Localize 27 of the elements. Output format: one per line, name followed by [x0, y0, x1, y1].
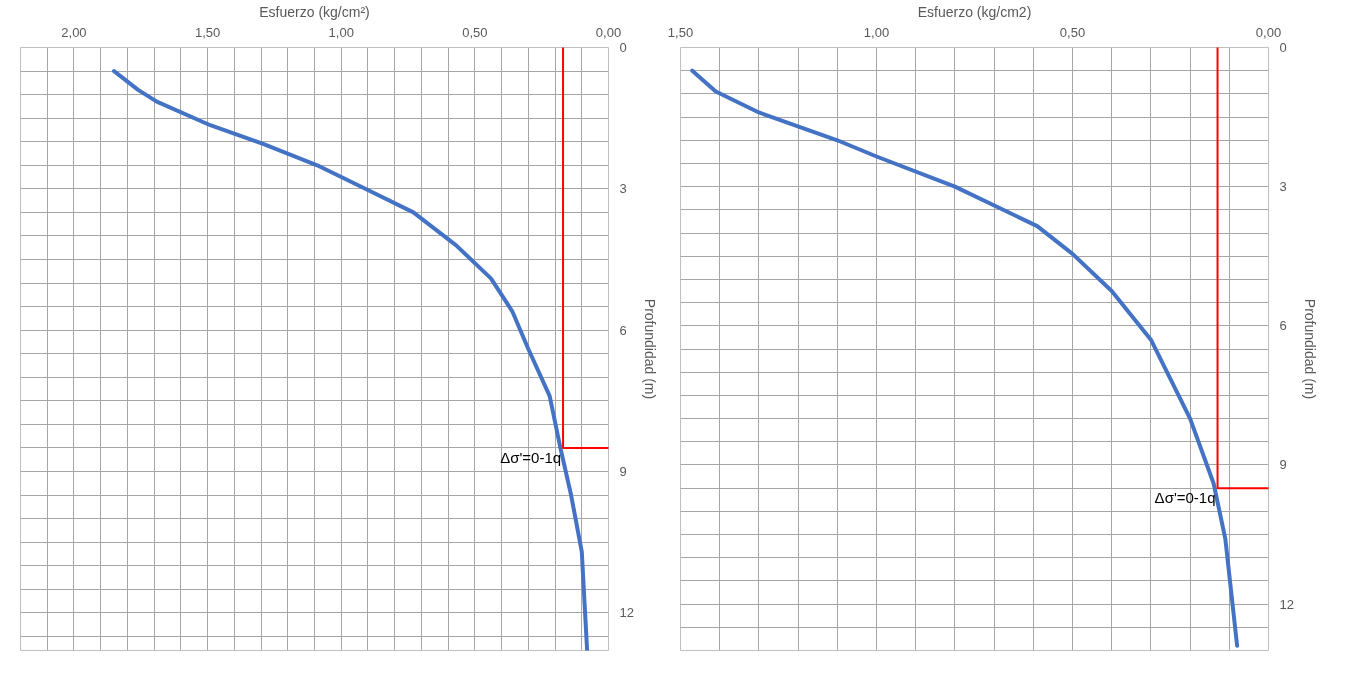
y-axis-title: Profundidad (m) — [641, 298, 658, 400]
x-tick-label: 1,00 — [863, 24, 890, 40]
annotation: Δσ'=0-1q — [500, 448, 562, 466]
x-tick-label: 1,00 — [328, 24, 354, 40]
y-axis-title: Profundidad (m) — [1301, 298, 1318, 400]
x-tick-label: 0,00 — [595, 24, 622, 40]
x-tick-label: 1,50 — [194, 24, 221, 40]
x-axis-title: Esfuerzo (kg/cm2) — [917, 3, 1032, 20]
y-tick-label: 3 — [1279, 179, 1287, 195]
x-tick-label: 0,00 — [1255, 24, 1282, 40]
y-tick-label: 12 — [1279, 596, 1294, 612]
x-tick-label: 2,00 — [61, 24, 87, 40]
x-tick-label: 0,50 — [462, 24, 488, 40]
y-tick-label: 0 — [1279, 40, 1287, 55]
y-tick-label: 0 — [619, 40, 627, 55]
y-tick-label: 6 — [1279, 318, 1287, 334]
y-tick-label: 9 — [619, 463, 627, 479]
annotation: Δσ'=0-1q — [1154, 489, 1216, 507]
y-tick-label: 12 — [619, 605, 634, 621]
y-tick-label: 9 — [1279, 457, 1287, 473]
x-axis-title: Esfuerzo (kg/cm²) — [259, 3, 370, 20]
y-tick-label: 6 — [619, 322, 627, 338]
x-tick-label: 0,50 — [1059, 24, 1086, 40]
line-series — [690, 68, 1240, 648]
line-series — [112, 69, 590, 651]
y-tick-label: 3 — [619, 181, 627, 197]
x-tick-label: 1,50 — [667, 24, 694, 40]
